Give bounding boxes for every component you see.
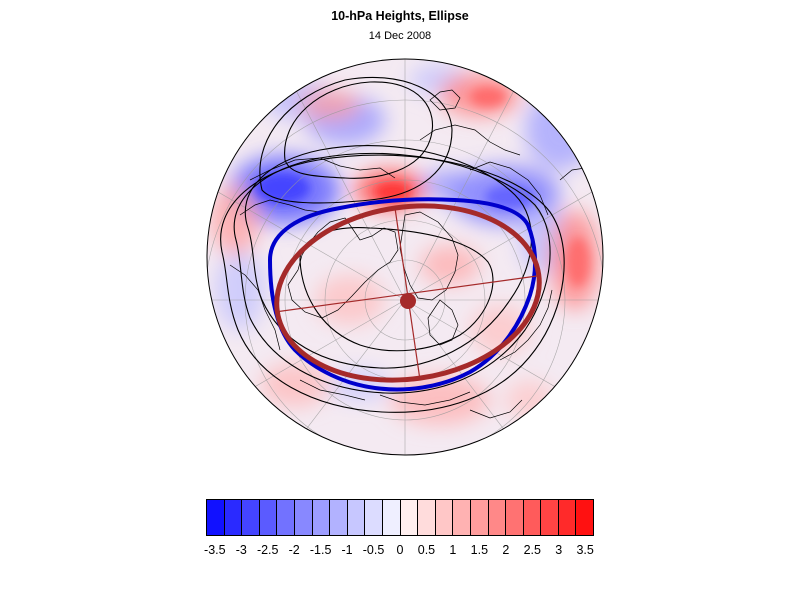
colorbar-tick-label: -3 (235, 543, 247, 557)
colorbar-swatch (207, 500, 225, 535)
colorbar-swatch (435, 500, 454, 535)
colorbar-tick-label: -3.5 (204, 543, 226, 557)
colorbar-swatch (453, 500, 471, 535)
anomaly-field (207, 59, 603, 455)
colorbar-tick-label: -2 (288, 543, 300, 557)
colorbar-swatch (224, 500, 243, 535)
colorbar-swatch (382, 500, 401, 535)
chart-date: 14 Dec 2008 (368, 30, 432, 42)
colorbar-swatch (259, 500, 278, 535)
polar-map (206, 58, 604, 456)
colorbar-tick-label: 1.5 (470, 543, 489, 557)
chart-title: 10-hPa Heights, Ellipse (331, 9, 469, 23)
colorbar-tick-label: -1.5 (309, 543, 332, 557)
colorbar-swatch (470, 500, 489, 535)
ellipse-center-marker (400, 293, 416, 309)
colorbar-tick-label: 0 (396, 543, 404, 557)
colorbar-swatch (541, 500, 559, 535)
colorbar-swatch (576, 500, 594, 535)
colorbar-swatch (506, 500, 524, 535)
colorbar-swatch (365, 500, 383, 535)
colorbar-swatch (312, 500, 331, 535)
colorbar-tick-label: 2.5 (523, 543, 541, 557)
colorbar-swatch (558, 500, 577, 535)
height-contours (220, 76, 565, 413)
colorbar-tick-label: 1 (449, 543, 457, 557)
colorbar-tick-label: 0.5 (417, 543, 436, 557)
colorbar-tick-label: -0.5 (362, 543, 385, 557)
fitted-ellipse (274, 203, 542, 383)
colorbar-swatch (418, 500, 436, 535)
colorbar-tick-label: 3.5 (576, 543, 594, 557)
colorbar-swatch (330, 500, 348, 535)
colorbar-swatch (347, 500, 366, 535)
colorbar-tick-label: -2.5 (256, 543, 279, 557)
colorbar-swatch (277, 500, 295, 535)
zero-contour (267, 197, 538, 392)
colorbar-swatch (400, 500, 419, 535)
colorbar-tick-label: 3 (555, 543, 563, 557)
map-border (206, 58, 604, 456)
colorbar (206, 499, 594, 536)
colorbar-tick-label: 2 (502, 543, 510, 557)
colorbar-swatch (242, 500, 260, 535)
colorbar-swatch (523, 500, 542, 535)
colorbar-swatch (294, 500, 313, 535)
colorbar-swatch (488, 500, 507, 535)
colorbar-labels: -3.5 -3 -2.5 -2 -1.5 -1 -0.5 0 0.5 1 1.5 2 2.5 3 3.5 (204, 543, 594, 559)
colorbar-tick-label: -1 (341, 543, 353, 557)
